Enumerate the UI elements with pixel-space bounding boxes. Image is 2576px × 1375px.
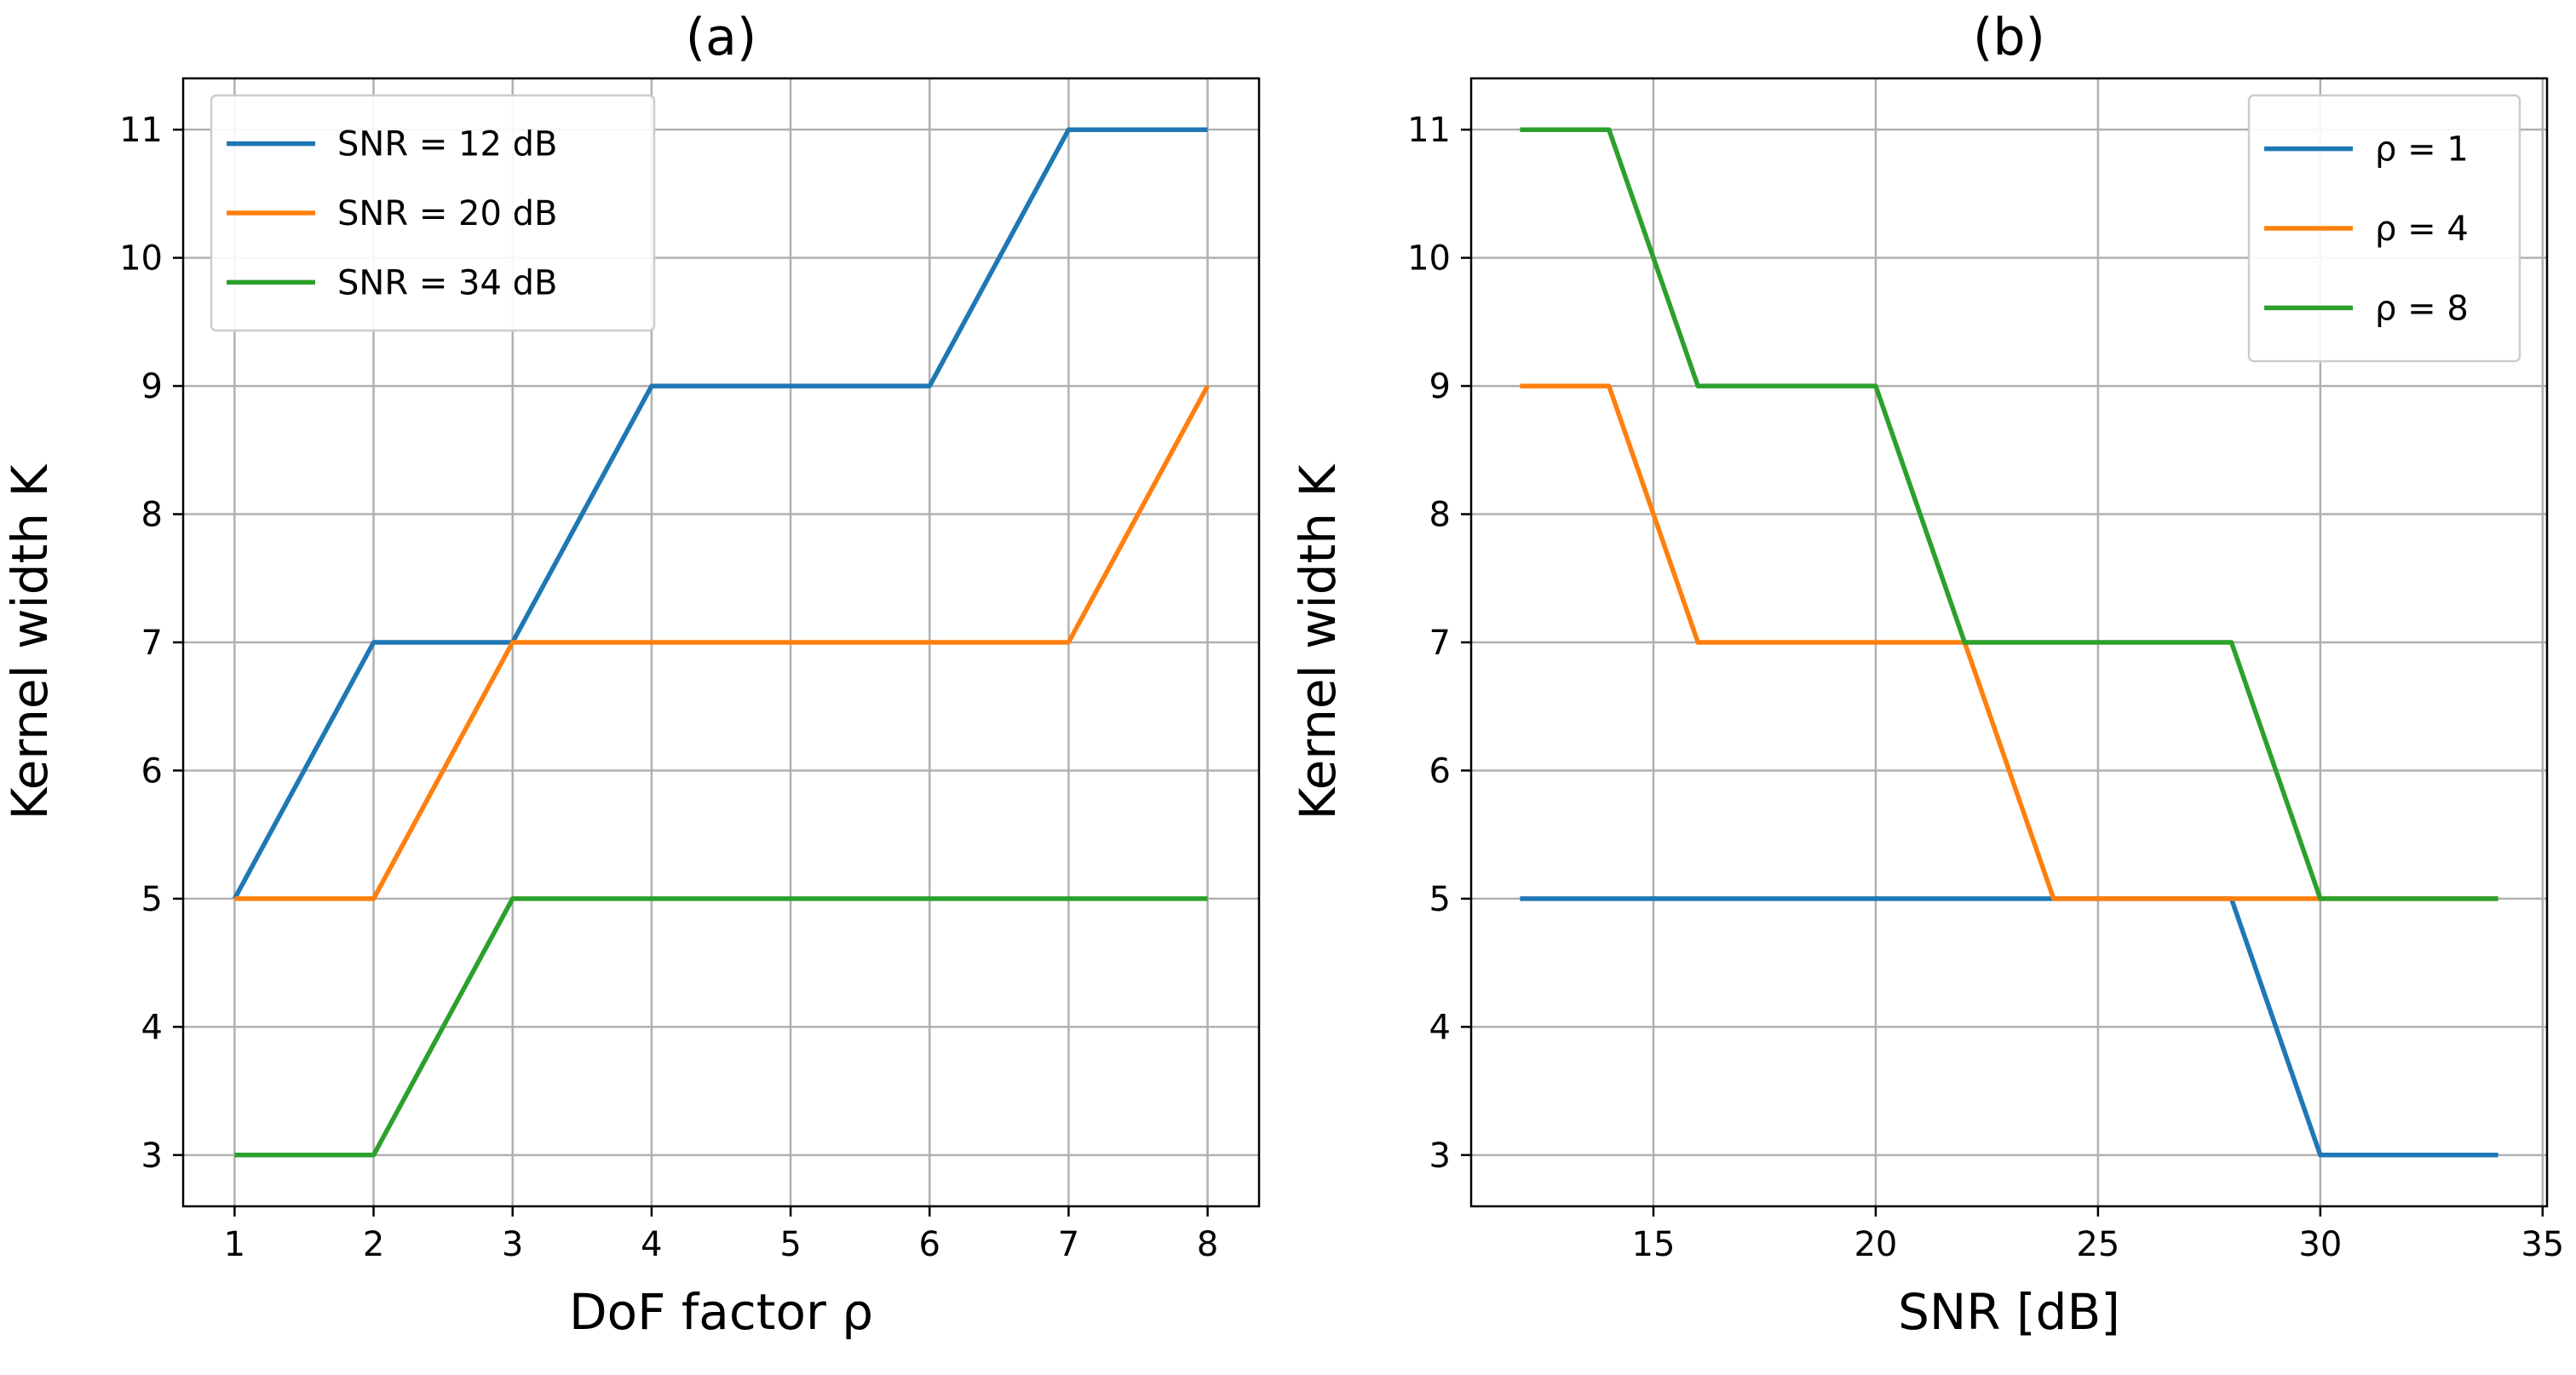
- x-tick-label: 35: [2521, 1225, 2564, 1264]
- x-tick-label: 1: [224, 1225, 245, 1264]
- x-tick-label: 20: [1854, 1225, 1897, 1264]
- y-tick-label: 11: [1407, 111, 1451, 150]
- x-tick-label: 3: [502, 1225, 523, 1264]
- y-tick-label: 5: [1429, 880, 1451, 919]
- chart-title: (b): [1973, 8, 2045, 67]
- legend-label: SNR = 20 dB: [337, 194, 558, 233]
- legend-label: ρ = 1: [2375, 130, 2469, 170]
- y-axis-label: Kernel width K: [1289, 463, 1347, 820]
- y-tick-label: 3: [141, 1136, 163, 1176]
- series-line-3: [1520, 127, 2498, 901]
- y-tick-label: 6: [1429, 751, 1451, 791]
- y-tick-label: 6: [141, 751, 163, 791]
- y-axis-label: Kernel width K: [1, 463, 59, 820]
- y-tick-label: 5: [141, 880, 163, 919]
- panel-b: 15 20 25 30 35 3 4 5 6 7 8 9 10 11 (b) SNR [dB] Kernel w…: [1289, 8, 2564, 1341]
- x-tick-label: 15: [1632, 1225, 1676, 1264]
- x-tick-label: 7: [1058, 1225, 1079, 1264]
- x-tick-label: 4: [641, 1225, 662, 1264]
- panel-a: 1 2 3 4 5 6 7 8 3 4 5 6 7 8 9 10 11 (a) DoF factor ρ Kernel…: [1, 8, 1261, 1341]
- x-axis-label: DoF factor ρ: [569, 1283, 873, 1341]
- y-tick-label: 8: [1429, 496, 1451, 535]
- y-tick-label: 7: [1429, 624, 1451, 663]
- y-tick-label: 3: [1429, 1136, 1451, 1176]
- x-tick-label: 25: [2076, 1225, 2119, 1264]
- y-tick-label: 8: [141, 496, 163, 535]
- y-tick-label: 10: [1407, 239, 1451, 279]
- y-tick-label: 9: [141, 367, 163, 406]
- legend: ρ = 1 ρ = 4 ρ = 8: [2247, 94, 2521, 363]
- y-tick-label: 7: [141, 624, 163, 663]
- x-tick-label: 8: [1197, 1225, 1218, 1264]
- legend: SNR = 12 dB SNR = 20 dB SNR = 34 dB: [210, 94, 656, 332]
- x-tick-label: 6: [919, 1225, 940, 1264]
- legend-box: [2247, 94, 2521, 363]
- y-tick-label: 9: [1429, 367, 1451, 406]
- x-axis-label: SNR [dB]: [1898, 1283, 2120, 1341]
- y-tick-label: 11: [119, 111, 163, 150]
- y-tick-label: 4: [1429, 1008, 1451, 1047]
- series-line-1: [1520, 896, 2498, 1158]
- y-tick-label: 4: [141, 1008, 163, 1047]
- x-tick-label: 2: [363, 1225, 384, 1264]
- legend-label: ρ = 8: [2375, 289, 2469, 328]
- series-line-1: [232, 127, 1208, 900]
- legend-box: [210, 94, 656, 332]
- chart-title: (a): [686, 8, 757, 67]
- series-line-3: [234, 896, 1208, 1158]
- x-tick-label: 30: [2298, 1225, 2342, 1264]
- legend-label: ρ = 4: [2375, 210, 2469, 249]
- legend-label: SNR = 34 dB: [337, 263, 558, 302]
- y-tick-label: 10: [119, 239, 163, 279]
- legend-label: SNR = 12 dB: [337, 125, 558, 164]
- x-tick-label: 5: [779, 1225, 801, 1264]
- series-line-2: [234, 384, 1210, 901]
